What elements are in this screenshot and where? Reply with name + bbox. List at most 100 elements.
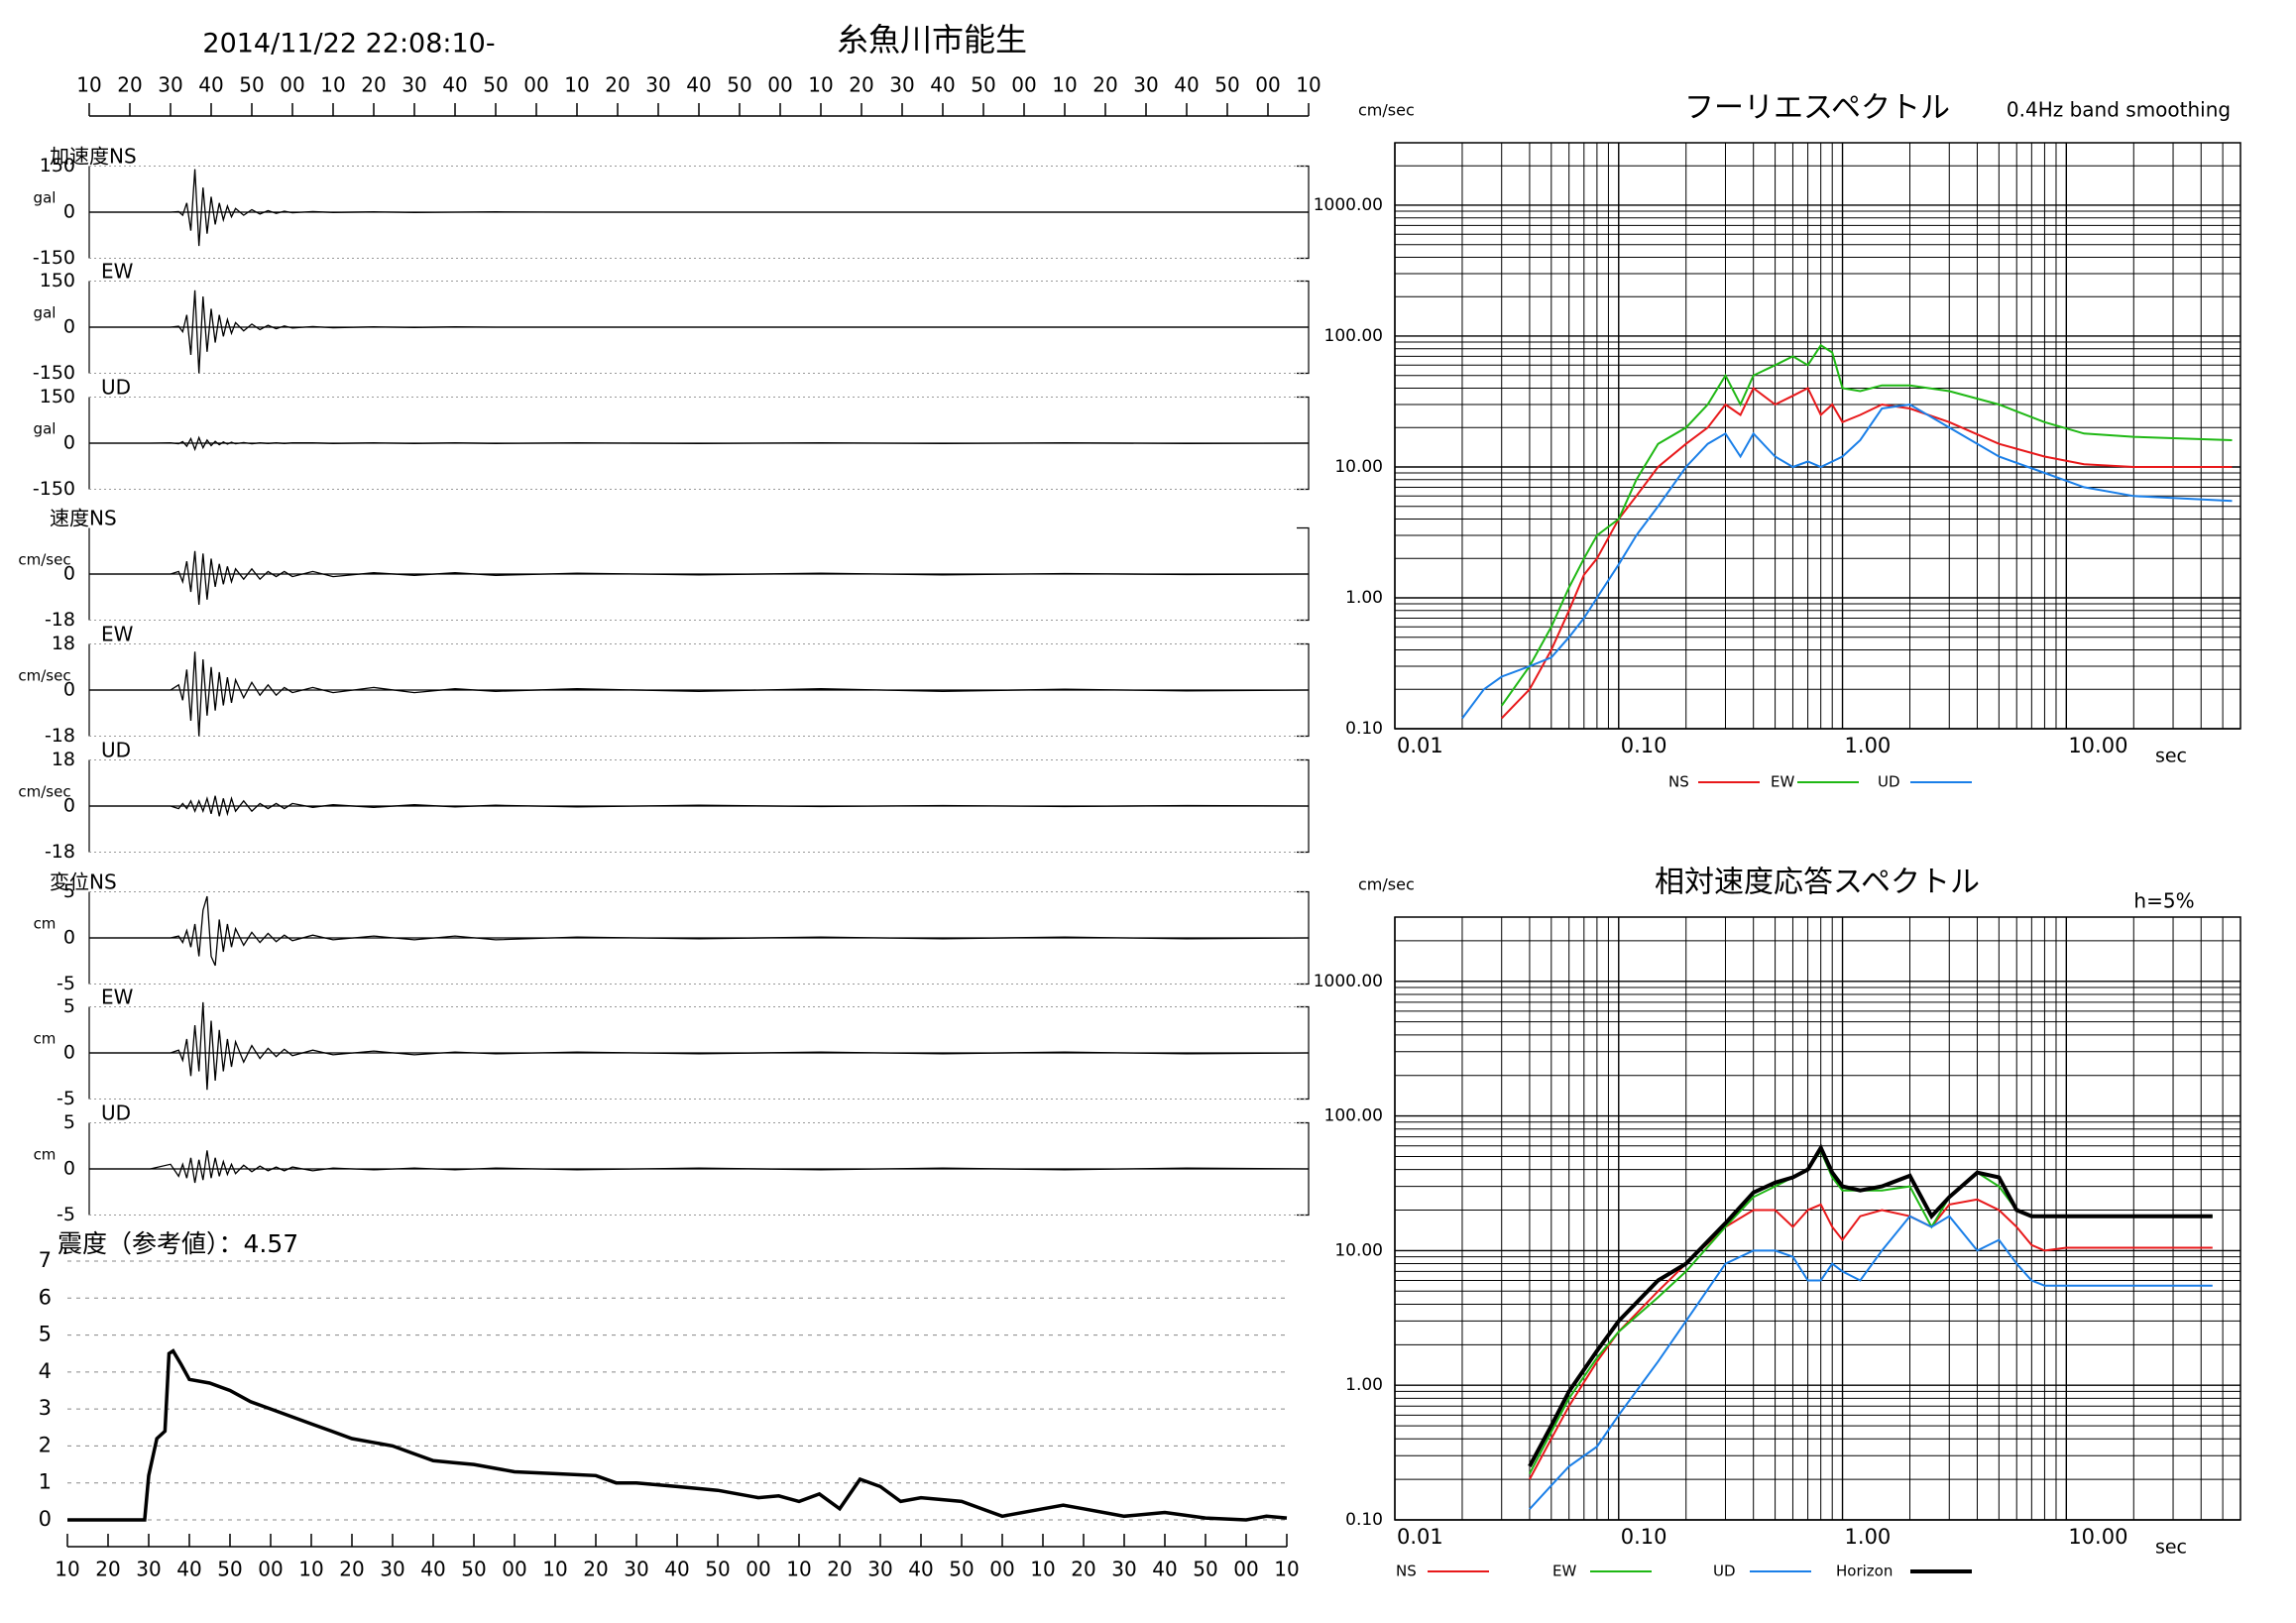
spectrum-line: [1528, 1143, 2213, 1467]
x-tick-label: 0.10: [1621, 734, 1667, 757]
x-tick-label: 50: [217, 1558, 242, 1581]
x-tick-label: 20: [605, 73, 630, 97]
panel-unit: cm/sec: [18, 783, 70, 801]
x-tick-label: 00: [1233, 1558, 1258, 1581]
y-tick-label: 1: [39, 1470, 52, 1494]
panel-unit: gal: [34, 189, 57, 207]
y-tick-label: 100.00: [1324, 1106, 1383, 1126]
x-tick-label: 40: [198, 73, 223, 97]
y-tick-label: 0: [63, 316, 75, 338]
waveform: [89, 169, 1309, 247]
x-tick-label: 30: [136, 1558, 161, 1581]
y-tick-label: 5: [63, 880, 75, 902]
x-tick-label: 30: [158, 73, 182, 97]
x-tick-label: 10: [786, 1558, 811, 1581]
x-tick-label: 40: [1152, 1558, 1177, 1581]
x-tick-label: 20: [361, 73, 386, 97]
chart-title: 相対速度応答スペクトル: [1655, 866, 1980, 900]
panel-label: EW: [101, 260, 134, 284]
x-tick-label: 20: [1092, 73, 1117, 97]
x-tick-label: 10: [564, 73, 589, 97]
spectrum-line: [1461, 403, 2233, 720]
y-tick-label: 5: [39, 1323, 52, 1346]
legend-label: NS: [1396, 1563, 1417, 1580]
y-tick-label: 0.10: [1345, 719, 1383, 739]
x-tick-label: 10: [1052, 73, 1077, 97]
x-tick-label: 30: [624, 1558, 648, 1581]
y-tick-label: 1000.00: [1314, 972, 1383, 991]
waveform: [89, 290, 1309, 374]
panel-label: 変位NS: [50, 870, 117, 894]
legend-label: Horizon: [1836, 1563, 1893, 1580]
x-tick-label: 00: [523, 73, 548, 97]
chart-subtitle: 0.4Hz band smoothing: [2007, 98, 2231, 122]
y-tick-label: 0: [39, 1507, 52, 1531]
waveform: [89, 1001, 1310, 1091]
y-axis-label: cm/sec: [1358, 875, 1415, 894]
station-title: 糸魚川市能生: [837, 21, 1027, 58]
panel-label: UD: [101, 376, 131, 400]
x-tick-label: 10.00: [2068, 734, 2127, 757]
x-tick-label: 10: [55, 1558, 79, 1581]
waveform: [89, 1150, 1310, 1184]
waveform: [89, 550, 1310, 606]
annotation: h=5%: [2133, 889, 2194, 913]
x-tick-label: 50: [971, 73, 995, 97]
x-tick-label: 10.00: [2068, 1525, 2127, 1549]
x-tick-label: 10: [320, 73, 345, 97]
x-axis-label: sec: [2155, 1537, 2187, 1559]
y-tick-label: 100.00: [1324, 326, 1383, 346]
x-tick-label: 30: [1133, 73, 1158, 97]
x-tick-label: 0.10: [1621, 1525, 1667, 1549]
x-tick-label: 20: [95, 1558, 120, 1581]
y-tick-label: 150: [40, 270, 75, 291]
y-tick-label: -5: [57, 973, 75, 994]
x-tick-label: 10: [298, 1558, 323, 1581]
y-tick-label: 5: [63, 995, 75, 1017]
panel-unit: gal: [34, 304, 57, 322]
x-tick-label: 50: [1214, 73, 1239, 97]
waveform: [89, 895, 1310, 967]
plot-frame: [1394, 916, 2241, 1521]
x-tick-label: 40: [686, 73, 711, 97]
x-tick-label: 30: [889, 73, 914, 97]
x-tick-label: 20: [827, 1558, 852, 1581]
y-tick-label: 0: [63, 563, 75, 585]
y-tick-label: -18: [45, 725, 75, 747]
y-tick-label: 1.00: [1345, 588, 1383, 608]
legend-label: NS: [1668, 773, 1689, 791]
waveform: [89, 435, 1310, 452]
legend-label: EW: [1552, 1563, 1576, 1580]
y-tick-label: 3: [39, 1396, 52, 1420]
y-tick-label: 10.00: [1334, 1240, 1383, 1260]
y-tick-label: 150: [40, 155, 75, 176]
panel-unit: gal: [34, 420, 57, 438]
x-tick-label: 40: [442, 73, 467, 97]
x-tick-label: 1.00: [1845, 1525, 1892, 1549]
x-tick-label: 50: [949, 1558, 974, 1581]
x-axis-label: sec: [2155, 746, 2187, 767]
y-tick-label: -150: [33, 478, 75, 500]
panel-unit: cm: [34, 1030, 57, 1048]
y-tick-label: 0: [63, 1158, 75, 1180]
x-tick-label: 20: [339, 1558, 364, 1581]
x-tick-label: 00: [767, 73, 792, 97]
x-tick-label: 20: [117, 73, 142, 97]
x-tick-label: 30: [380, 1558, 404, 1581]
x-tick-label: 0.01: [1397, 1525, 1443, 1549]
y-tick-label: 7: [39, 1248, 52, 1272]
y-tick-label: 4: [39, 1359, 52, 1383]
y-tick-label: 5: [63, 1111, 75, 1133]
y-tick-label: 0.10: [1345, 1510, 1383, 1530]
x-tick-label: 10: [76, 73, 101, 97]
y-tick-label: 0: [63, 679, 75, 701]
x-tick-label: 50: [239, 73, 264, 97]
y-tick-label: 2: [39, 1433, 52, 1456]
panel-label: EW: [101, 985, 134, 1009]
panel-label: 加速度NS: [50, 145, 137, 169]
legend-label: UD: [1713, 1563, 1736, 1580]
x-tick-label: 30: [867, 1558, 892, 1581]
x-tick-label: 40: [420, 1558, 445, 1581]
spectrum-line: [1529, 1215, 2213, 1510]
